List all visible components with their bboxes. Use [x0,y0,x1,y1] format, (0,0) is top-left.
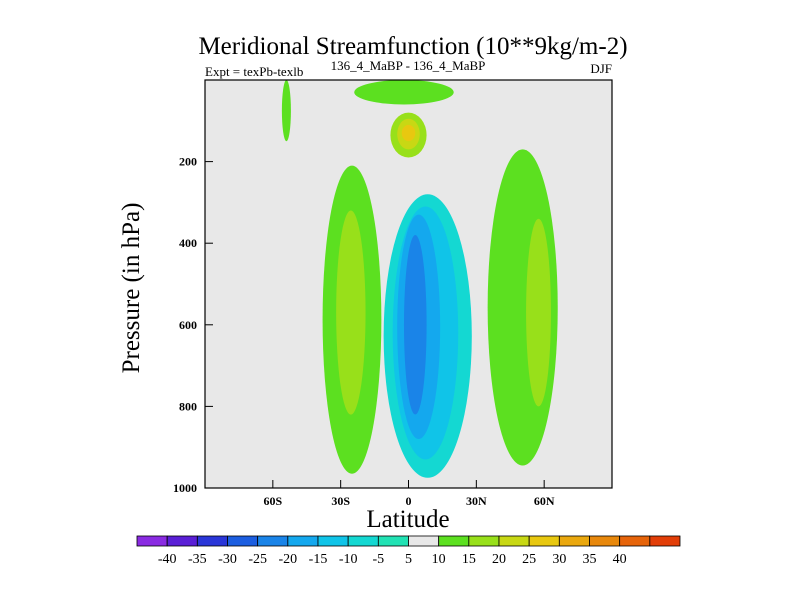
colorbar-label: 5 [405,552,412,567]
contour-region-1 [336,210,366,415]
colorbar: -40 -35 -30 -25 -20 -15 -10 -5 5 10 15 20 25 30 35 40 [136,535,681,567]
colorbar-swatch [619,535,651,547]
chart-subtitle-left: Expt = texPb-texlb [205,64,303,79]
colorbar-swatch [408,535,440,547]
x-axis-label: Latitude [366,506,449,533]
colorbar-label: 25 [522,552,536,567]
colorbar-label: 20 [492,552,506,567]
colorbar-label: -15 [309,552,328,567]
colorbar-label: -25 [248,552,267,567]
colorbar-swatch [317,535,349,547]
colorbar-swatch [498,535,530,547]
chart-title: Meridional Streamfunction (10**9kg/m-2) [198,33,627,60]
contour-region-9 [403,235,427,415]
colorbar-label: -10 [339,552,358,567]
colorbar-label: 35 [583,552,597,567]
colorbar-label: -20 [278,552,297,567]
colorbar-swatch [649,535,681,547]
x-axis-ticks: 60S 30S 0 30N 60N [263,480,555,508]
chart-subtitle-right: DJF [590,61,612,76]
contour-region-11 [526,218,551,407]
colorbar-label: 30 [552,552,566,567]
colorbar-swatch [227,535,259,547]
x-tick-label: 60S [263,494,282,508]
colorbar-swatch [438,535,470,547]
y-axis-label: Pressure (in hPa) [118,203,145,374]
colorbar-label: 15 [462,552,476,567]
colorbar-swatch [136,535,168,547]
x-tick-label: 60N [534,494,555,508]
contour-region-2 [354,80,454,105]
contour-fields [281,80,558,478]
colorbar-swatch [468,535,500,547]
y-axis-ticks: 200 400 600 800 1000 [173,155,213,495]
colorbar-label: 10 [432,552,446,567]
colorbar-swatch [196,535,228,547]
colorbar-swatch [257,535,289,547]
colorbar-swatch [347,535,379,547]
colorbar-swatch [287,535,319,547]
colorbar-swatch [589,535,621,547]
x-tick-label: 0 [406,494,412,508]
colorbar-swatch [528,535,560,547]
y-tick-label: 200 [179,155,197,169]
colorbar-label: -35 [188,552,207,567]
colorbar-swatch [558,535,590,547]
colorbar-label: -30 [218,552,237,567]
y-tick-label: 600 [179,318,197,332]
colorbar-swatch [377,535,409,547]
contour-region-5 [401,124,416,142]
y-tick-label: 1000 [173,481,197,495]
x-tick-label: 30S [331,494,350,508]
contour-region-12 [281,80,291,142]
colorbar-label: 40 [613,552,627,567]
colorbar-label: -40 [158,552,177,567]
colorbar-swatch [166,535,198,547]
y-tick-label: 800 [179,399,197,413]
y-tick-label: 400 [179,236,197,250]
chart-subtitle-center: 136_4_MaBP - 136_4_MaBP [331,58,486,73]
plot-area: 60S 30S 0 30N 60N 200 400 600 800 1000 [173,79,613,508]
x-tick-label: 30N [466,494,487,508]
colorbar-label: -5 [372,552,384,567]
